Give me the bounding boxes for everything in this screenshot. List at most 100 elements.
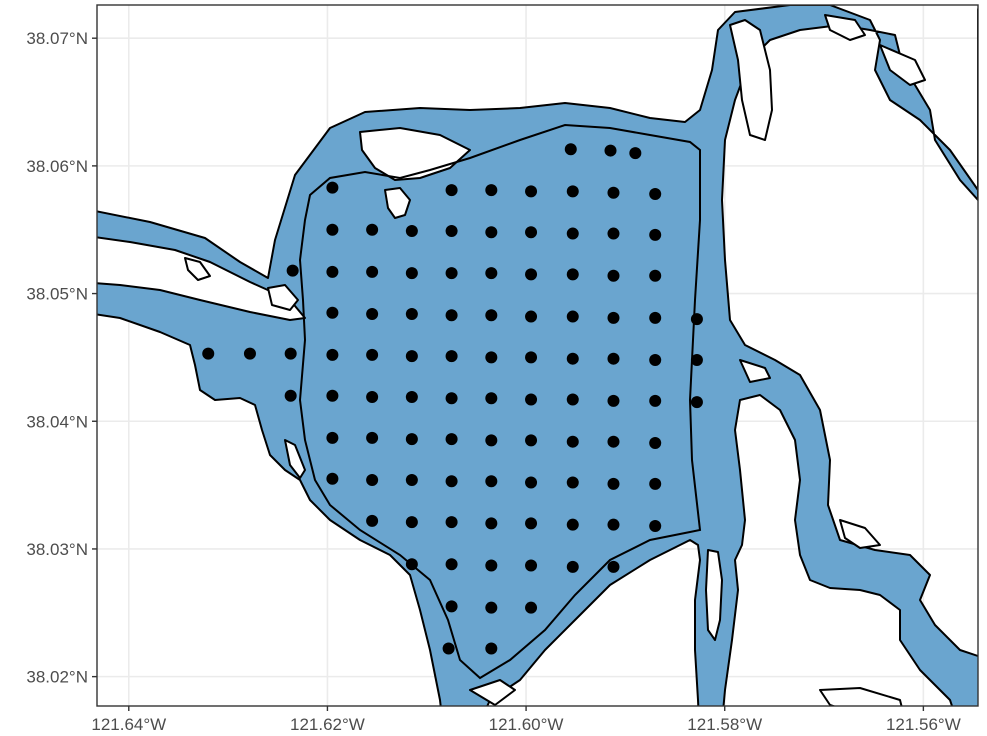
southeast-bottom-island — [819, 687, 903, 706]
sample-station-point — [366, 223, 379, 236]
sample-station-point — [445, 475, 458, 488]
y-tick-label: 38.06°N — [26, 157, 88, 176]
sample-station-point — [366, 348, 379, 361]
sample-station-point — [690, 353, 703, 366]
sample-station-point — [566, 352, 579, 365]
y-tick-label: 38.03°N — [26, 540, 88, 559]
sample-station-point — [485, 642, 498, 655]
sample-station-point — [607, 186, 620, 199]
sample-station-point — [566, 518, 579, 531]
sample-station-point — [284, 389, 297, 402]
sample-station-point — [405, 516, 418, 529]
sample-station-point — [566, 393, 579, 406]
south-channel-island — [705, 549, 723, 641]
sample-station-point — [366, 390, 379, 403]
sample-station-point — [405, 473, 418, 486]
sample-station-point — [607, 352, 620, 365]
sample-station-point — [326, 181, 339, 194]
sample-station-point — [690, 396, 703, 409]
sample-station-point — [366, 514, 379, 527]
sample-station-point — [366, 265, 379, 278]
sample-station-point — [649, 187, 662, 200]
sample-station-point — [445, 309, 458, 322]
sample-station-point — [405, 558, 418, 571]
sample-station-point — [629, 147, 642, 160]
northeast-island — [824, 14, 866, 41]
sample-station-point — [649, 311, 662, 324]
sample-station-point — [445, 392, 458, 405]
y-tick-label: 38.04°N — [26, 412, 88, 431]
sample-station-point — [485, 601, 498, 614]
sample-station-point — [445, 267, 458, 280]
sample-station-point — [564, 143, 577, 156]
sample-station-point — [445, 600, 458, 613]
sample-station-point — [405, 390, 418, 403]
sample-station-point — [405, 308, 418, 321]
sample-station-point — [445, 225, 458, 238]
sample-station-point — [485, 309, 498, 322]
x-tick-label: 121.58°W — [687, 715, 762, 734]
sample-station-point — [445, 516, 458, 529]
sample-station-point — [525, 351, 538, 364]
sample-station-point — [649, 353, 662, 366]
northwest-levee-island — [384, 187, 411, 219]
sample-station-point — [566, 268, 579, 281]
sample-station-point — [525, 476, 538, 489]
sample-station-point — [326, 348, 339, 361]
sample-station-point — [566, 185, 579, 198]
y-axis: 38.02°N 38.03°N 38.04°N 38.05°N 38.06°N 38.07… — [26, 29, 97, 687]
sample-station-point — [607, 269, 620, 282]
sample-station-point — [405, 267, 418, 280]
southwest-island — [284, 439, 306, 479]
sample-station-point — [649, 269, 662, 282]
x-tick-label: 121.64°W — [91, 715, 166, 734]
x-tick-label: 121.62°W — [290, 715, 365, 734]
x-tick-label: 121.56°W — [886, 715, 961, 734]
sample-station-point — [326, 389, 339, 402]
sample-station-point — [566, 435, 579, 448]
sample-station-point — [649, 477, 662, 490]
sample-station-point — [649, 519, 662, 532]
west-bank-island — [184, 257, 211, 281]
sample-station-point — [485, 434, 498, 447]
sample-station-point — [607, 560, 620, 573]
sample-station-point — [690, 313, 703, 326]
sample-station-point — [566, 310, 579, 323]
sample-station-point — [366, 308, 379, 321]
y-tick-label: 38.02°N — [26, 668, 88, 687]
sample-station-point — [525, 517, 538, 530]
sample-station-point — [326, 265, 339, 278]
sample-station-point — [525, 310, 538, 323]
sample-station-point — [485, 226, 498, 239]
east-meander-island — [739, 359, 771, 383]
sample-station-point — [405, 350, 418, 363]
x-axis: 121.64°W 121.62°W 121.60°W 121.58°W 121.56°W — [91, 706, 961, 734]
sample-station-point — [326, 306, 339, 319]
sample-station-point — [525, 393, 538, 406]
sample-station-point — [525, 434, 538, 447]
sample-station-point — [525, 185, 538, 198]
sample-station-point — [607, 477, 620, 490]
sample-station-point — [525, 559, 538, 572]
sample-station-point — [485, 267, 498, 280]
sample-station-point — [442, 642, 455, 655]
sample-station-point — [566, 476, 579, 489]
x-tick-label: 121.60°W — [489, 715, 564, 734]
sample-station-point — [525, 226, 538, 239]
sample-station-point — [485, 559, 498, 572]
water-layer — [97, 5, 978, 706]
sample-station-point — [607, 227, 620, 240]
sample-station-point — [649, 228, 662, 241]
sample-station-point — [604, 144, 617, 157]
south-inlet-island — [469, 679, 516, 706]
sample-station-point — [326, 431, 339, 444]
sample-station-point — [566, 560, 579, 573]
east-channel-island-upper — [729, 19, 773, 141]
sample-station-point — [607, 518, 620, 531]
sample-station-point — [485, 517, 498, 530]
panel-border — [96, 4, 979, 707]
sample-station-point — [485, 475, 498, 488]
sample-station-point — [607, 394, 620, 407]
sample-station-point — [445, 558, 458, 571]
